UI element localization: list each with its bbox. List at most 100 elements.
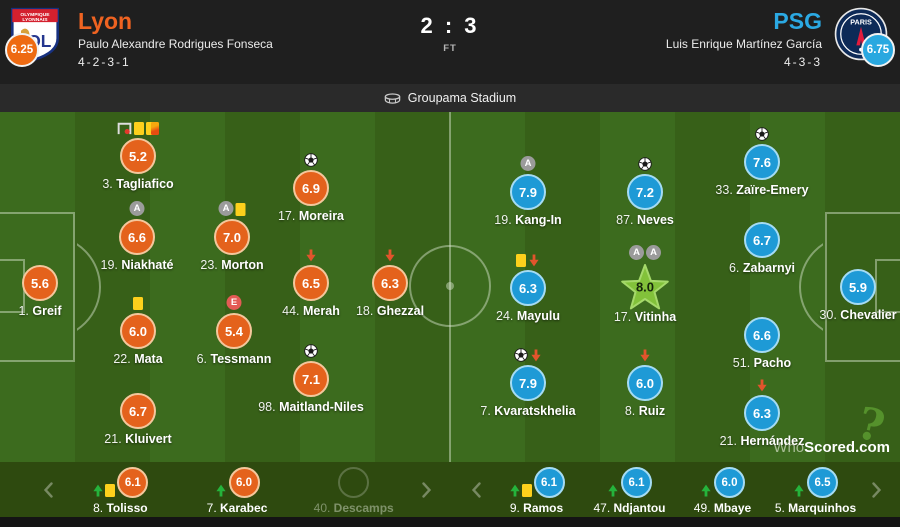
sub-entry[interactable]: 6.0 7. Karabec [179,462,296,517]
assist-badge-icon: A [629,245,644,260]
goal-ball-icon [304,153,318,167]
player-name-label: 19. Niakhaté [100,258,174,272]
player-status-icons: A [129,201,145,216]
player-rating-circle: 5.4 [216,313,252,349]
stadium-bar: Groupama Stadium [0,84,900,112]
player-status-icons [117,122,159,135]
home-subs-prev-button[interactable] [34,462,62,517]
sub-on-arrow-icon [509,484,521,497]
player-name-label: 21. Kluivert [104,432,172,446]
sub-name-label: 40. Descamps [313,501,394,515]
sub-status-icons [215,484,227,497]
sub-entry[interactable]: 6.1 47. Ndjantou [583,462,676,517]
player-rating-circle: 7.6 [744,144,780,180]
player-rating-circle: 6.3 [510,270,546,306]
player-rating-circle: 5.9 [840,269,876,305]
player-name-label: 22. Mata [113,352,163,366]
own-goal-icon [117,122,132,135]
sub-name-label: 47. Ndjantou [593,501,666,515]
sub-rating-circle [338,467,370,498]
sub-off-arrow-icon [530,349,542,362]
assist-badge-icon: A [646,245,661,260]
home-manager-name: Paulo Alexandre Rodrigues Fonseca [78,37,273,51]
home-subs-next-button[interactable] [412,462,440,517]
away-team-name[interactable]: PSG [773,8,822,34]
sub-status-icons [509,484,532,497]
sub-on-arrow-icon [215,484,227,497]
home-team-meta: Lyon Paulo Alexandre Rodrigues Fonseca 4… [78,7,273,84]
sub-on-arrow-icon [92,484,104,497]
sub-off-arrow-icon [528,254,540,267]
player-rating: 8.0 [636,280,654,295]
sub-entry[interactable]: 6.1 9. Ramos [490,462,583,517]
goal-ball-icon [755,127,769,141]
player-rating-circle: 6.0 [627,365,663,401]
sub-name-label: 8. Tolisso [93,501,148,515]
pitch-penalty-arc-right [797,235,823,339]
pitch-centre-spot [446,282,454,290]
away-logo-wrap: PARIS 6.75 [834,7,895,71]
player-rating-circle: 5.2 [120,138,156,174]
player-status-icons [755,127,769,141]
away-subs-prev-button[interactable] [462,462,490,517]
motm-star: 8.0 [620,263,670,316]
player-status-icons [638,157,652,171]
goal-ball-icon [304,344,318,358]
player-name-label: 1. Greif [18,304,62,318]
whoscored-watermark: ? WhoScored.com [772,398,892,458]
player-rating-circle: 6.3 [372,265,408,301]
sub-rating-circle: 6.5 [807,467,838,498]
sub-name-label: 5. Marquinhos [774,501,857,515]
away-subs-next-button[interactable] [862,462,890,517]
assist-badge-icon: A [520,156,536,171]
home-subs-list: 6.1 8. Tolisso 6.0 7. Karabec 40. Descamps [62,462,412,517]
sub-rating-circle: 6.1 [117,467,149,498]
player-status-icons [304,344,318,358]
sub-rating-circle: 6.0 [228,467,260,498]
stadium-icon [384,92,401,104]
score-block: 2 : 3 FT [420,13,479,54]
player-name-label: 17. Vitinha [613,310,677,324]
sub-status-icons [607,484,619,497]
assist-badge-icon: A [129,201,145,216]
sub-rating-circle: 6.0 [714,467,745,498]
home-team-name[interactable]: Lyon [78,8,133,34]
yellow-card-icon [516,254,526,267]
sub-entry[interactable]: 6.0 49. Mbaye [676,462,769,517]
player-rating-circle: 6.6 [744,317,780,353]
player-rating-circle: 6.5 [293,265,329,301]
sub-entry[interactable]: 40. Descamps [295,462,412,517]
svg-text:OLYMPIQUE: OLYMPIQUE [20,12,50,18]
away-manager-name: Luis Enrique Martínez García [665,37,822,51]
home-team-rating-badge: 6.25 [5,33,39,67]
sub-status-icons [700,484,712,497]
player-name-label: 30. Chevalier [819,308,897,322]
home-formation: 4-2-3-1 [78,55,131,69]
player-status-icons [756,379,768,392]
player-rating-circle: 7.1 [293,361,329,397]
player-status-icons [639,349,651,362]
sub-entry[interactable]: 6.1 8. Tolisso [62,462,179,517]
player-status-icons: E [226,295,242,310]
stadium-name: Groupama Stadium [407,91,517,105]
player-name-label: 6. Zabarnyi [728,261,796,275]
pitch-goal-box-right [875,259,900,313]
pitch: 5.6 1. Greif 5.2 3. Tagliafico A 6.6 19. Niakh… [0,112,900,462]
yellow-card-icon [133,297,143,310]
watermark-scored: Scored [804,439,855,456]
home-team-header: OLYMPIQUE LYONNAIS OL 6.25 Lyon Paulo Al… [5,7,273,84]
players-layer: 5.6 1. Greif 5.2 3. Tagliafico A 6.6 19. Niakh… [0,112,900,462]
player-name-label: 98. Maitland-Niles [258,400,364,414]
sub-entry[interactable]: 6.5 5. Marquinhos [769,462,862,517]
player-name-label: 17. Moreira [277,209,345,223]
player-status-icons [305,249,317,262]
sub-name-label: 49. Mbaye [693,501,752,515]
substitutes-bar: 6.1 8. Tolisso 6.0 7. Karabec 40. Descamps 6… [0,462,900,517]
yellow-card-icon [105,484,116,497]
player-rating-circle: 7.9 [510,365,546,401]
sub-off-arrow-icon [305,249,317,262]
player-name-label: 44. Merah [282,304,340,318]
player-rating-circle: 7.2 [627,174,663,210]
